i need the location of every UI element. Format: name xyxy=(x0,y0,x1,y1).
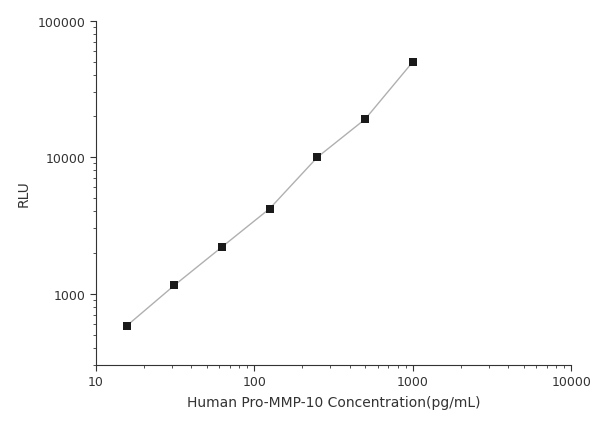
Y-axis label: RLU: RLU xyxy=(16,180,30,207)
Point xyxy=(313,154,322,161)
Point xyxy=(170,282,179,289)
Point xyxy=(122,323,131,330)
X-axis label: Human Pro-MMP-10 Concentration(pg/mL): Human Pro-MMP-10 Concentration(pg/mL) xyxy=(187,395,480,409)
Point xyxy=(217,244,227,251)
Point xyxy=(265,206,275,213)
Point xyxy=(361,116,370,123)
Point xyxy=(408,59,418,66)
